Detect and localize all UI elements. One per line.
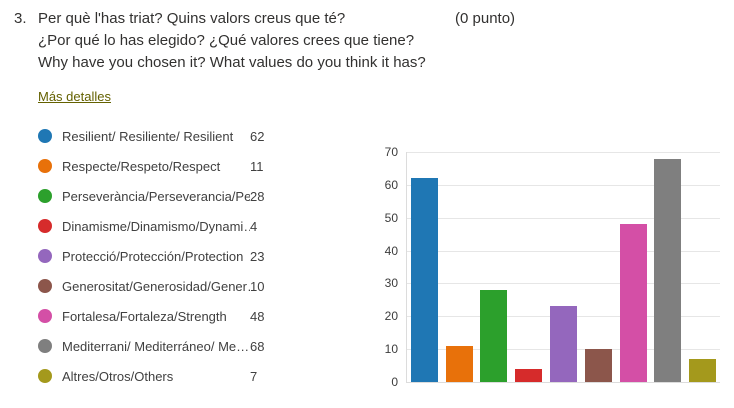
chart-bar [480,290,508,382]
legend-item-count: 68 [250,338,265,354]
y-axis-tick-label: 10 [384,342,398,357]
question-title-line-catalan: Per què l'has triat? Quins valors creus … [38,10,346,27]
chart-plot-area [406,152,720,383]
legend-item: Generositat/Generosidad/Gener… 10 [38,271,328,301]
legend-item: Protecció/Protección/Protection 23 [38,241,328,271]
legend-item-count: 62 [250,128,265,144]
legend-item-label: Altres/Otros/Others [62,368,174,384]
legend-item: Dinamisme/Dinamismo/Dynami… 4 [38,211,328,241]
gridline [407,217,720,219]
gridline [407,152,720,153]
legend-item-label: Protecció/Protección/Protection [62,248,244,264]
y-axis-tick-label: 50 [384,210,398,225]
chart-bar [654,158,682,382]
legend-item-count: 7 [250,368,258,384]
legend-item: Fortalesa/Fortaleza/Strength 48 [38,301,328,331]
legend-item-label: Generositat/Generosidad/Gener… [62,278,250,294]
legend-item: Resilient/ Resiliente/ Resilient 62 [38,121,328,151]
legend-item-label: Mediterrani/ Mediterráneo/ Me… [62,338,250,354]
chart-bar [619,224,647,382]
y-axis-tick-label: 70 [384,145,398,159]
legend-color-dot [38,309,52,323]
chart-bar [584,349,612,382]
legend-item-label: Perseverància/Perseverancia/Per… [62,188,250,204]
points-label: (0 punto) [455,10,516,27]
legend-item-label: Respecte/Respeto/Respect [62,158,221,174]
legend-item-count: 4 [250,218,258,234]
gridline [407,250,720,252]
more-details-link[interactable]: Más detalles [38,89,111,104]
legend-color-dot [38,189,52,203]
legend-color-dot [38,249,52,263]
legend-item-count: 11 [250,158,264,174]
chart-bar [445,345,473,382]
question-title-line-english: Why have you chosen it? What values do y… [38,54,426,71]
legend-item-label: Dinamisme/Dinamismo/Dynami… [62,218,250,234]
legend-item: Respecte/Respeto/Respect 11 [38,151,328,181]
y-axis-tick-label: 40 [384,243,398,258]
question-title: Per què l'has triat? Quins valors creus … [38,8,444,74]
legend-item-label: Resilient/ Resiliente/ Resilient [62,128,234,144]
legend-item-count: 28 [250,188,265,204]
chart-legend: Resilient/ Resiliente/ Resilient 62 Respec… [38,121,328,391]
legend-item-count: 48 [250,308,265,324]
legend-item: Perseverància/Perseverancia/Per… 28 [38,181,328,211]
y-axis-tick-label: 60 [384,177,398,192]
legend-item: Mediterrani/ Mediterráneo/ Me… 68 [38,331,328,361]
legend-color-dot [38,159,52,173]
y-axis-tick-label: 30 [384,276,398,291]
chart-bar [515,368,543,382]
legend-color-dot [38,339,52,353]
legend-item-label: Fortalesa/Fortaleza/Strength [62,308,227,324]
legend-color-dot [38,279,52,293]
chart-bar [550,306,577,382]
chart-bar [410,178,438,382]
gridline [407,283,720,285]
legend-color-dot [38,129,52,143]
bar-chart: 0 10 20 30 40 50 60 70 [365,140,734,402]
legend-item-count: 23 [250,248,265,264]
legend-color-dot [38,369,52,383]
gridline [407,184,720,186]
chart-bar [689,359,717,382]
y-axis-tick-label: 20 [384,309,398,324]
legend-item: Altres/Otros/Others 7 [38,361,328,391]
y-axis-tick-label: 0 [391,375,398,389]
question-block: 3. Per què l'has triat? Quins valors cre… [14,8,444,74]
question-title-line-spanish: ¿Por qué lo has elegido? ¿Qué valores cr… [38,32,415,49]
question-number: 3. [14,10,27,27]
legend-color-dot [38,219,52,233]
legend-item-count: 10 [250,278,265,294]
